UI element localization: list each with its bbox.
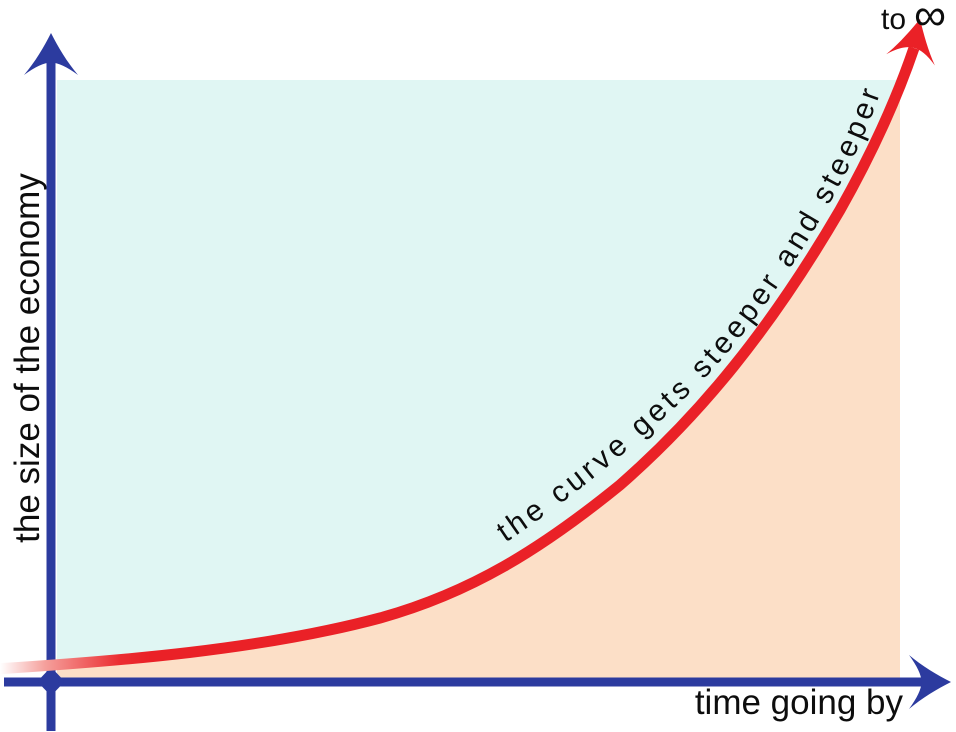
growth-curve — [0, 46, 920, 675]
x-axis-label: time going by — [695, 683, 904, 722]
infinity-icon: ∞ — [914, 0, 946, 40]
region-below-curve — [57, 85, 900, 678]
curve-arrowhead-icon — [886, 19, 935, 66]
infinity-label: to ∞ — [881, 0, 946, 40]
y-axis-arrowhead-icon — [24, 33, 78, 75]
x-axis-arrowhead-icon — [909, 655, 951, 709]
y-axis-label: the size of the economy — [8, 173, 47, 543]
origin-marker — [38, 668, 64, 695]
infinity-label-word: to — [881, 3, 906, 36]
